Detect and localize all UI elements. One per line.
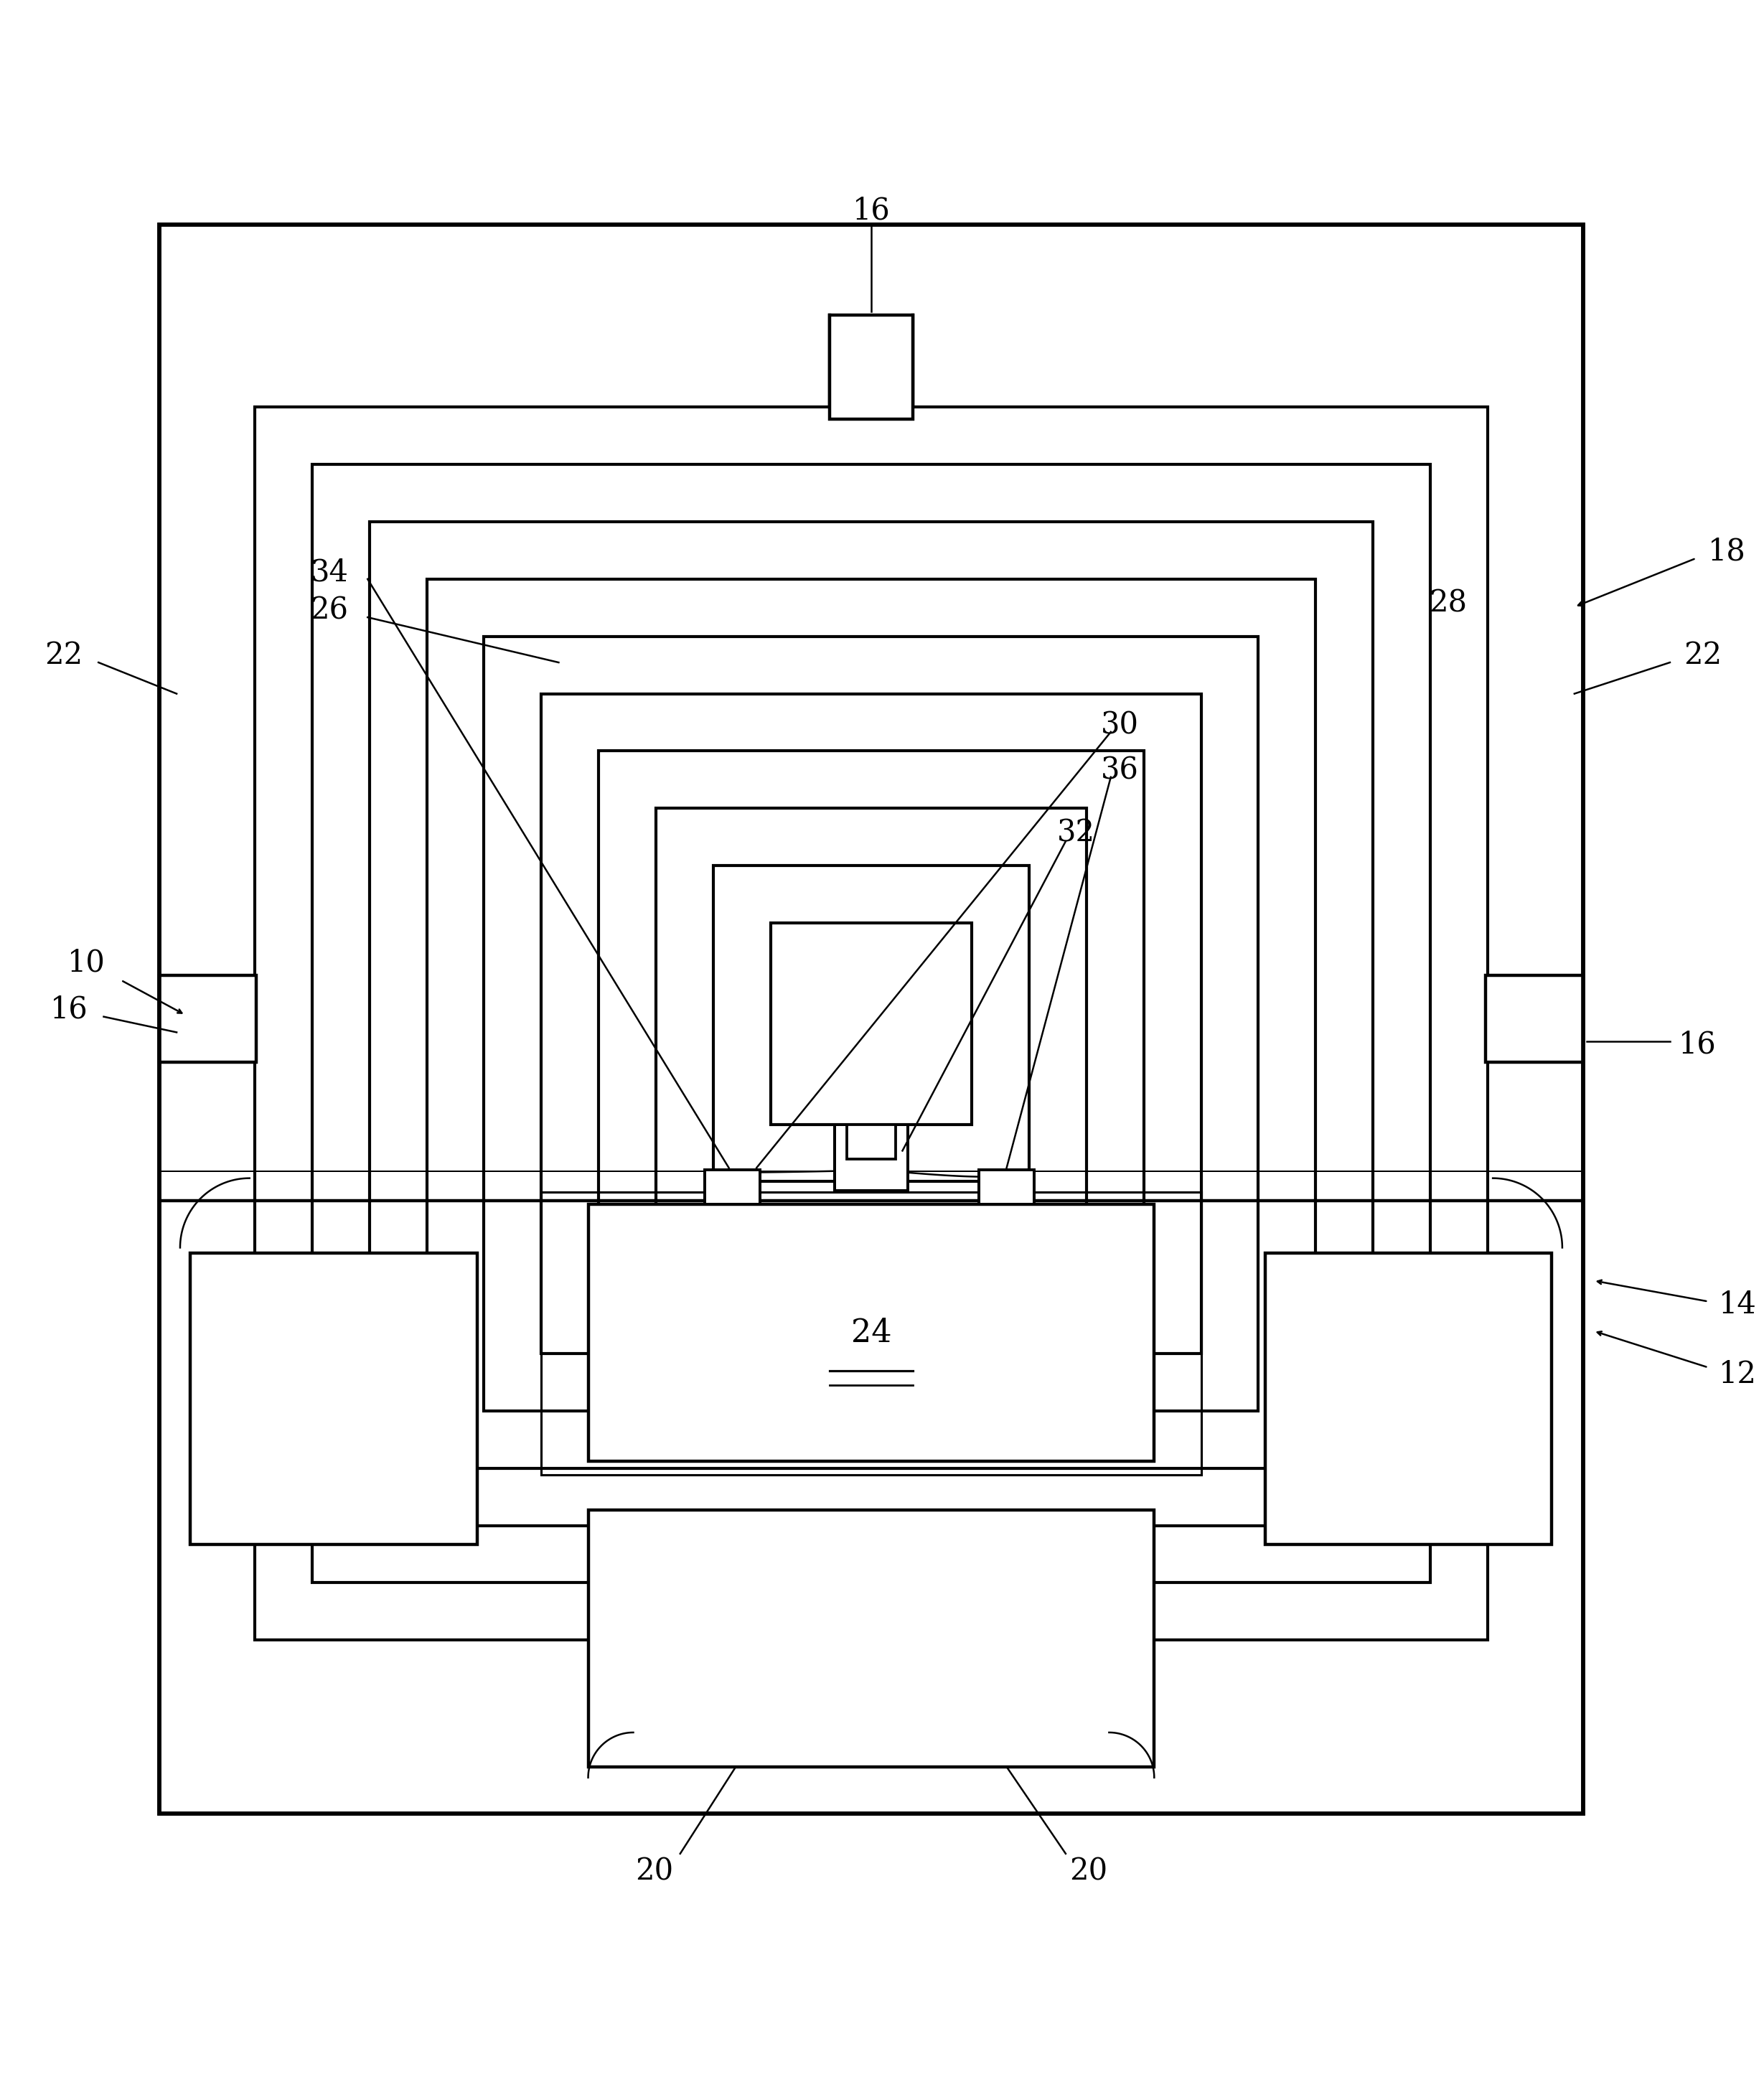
Bar (159, 225, 1582, 1813)
Bar (1485, 974, 1582, 1062)
Bar (587, 1509, 1154, 1768)
Text: 14: 14 (1718, 1291, 1757, 1320)
Bar (542, 693, 1201, 1353)
Text: 22: 22 (1685, 641, 1722, 670)
Bar (159, 974, 256, 1062)
Bar (1265, 1253, 1552, 1545)
Text: 26: 26 (310, 595, 349, 625)
Text: 20: 20 (1069, 1855, 1108, 1886)
Text: 20: 20 (635, 1855, 674, 1886)
Text: 16: 16 (852, 196, 891, 227)
Bar (191, 1253, 476, 1545)
Bar (483, 637, 1258, 1412)
Bar (587, 1203, 1154, 1462)
Text: 10: 10 (67, 947, 106, 979)
Text: 28: 28 (1429, 589, 1466, 618)
Bar (542, 1193, 1201, 1476)
Text: 24: 24 (850, 1318, 891, 1349)
Bar (979, 1170, 1034, 1203)
Text: 22: 22 (44, 641, 83, 670)
Bar (159, 225, 1582, 1813)
Text: 36: 36 (1101, 756, 1138, 785)
Bar (369, 523, 1372, 1526)
Bar (713, 866, 1028, 1183)
Bar (312, 464, 1431, 1582)
Text: 18: 18 (1708, 537, 1746, 566)
Text: 32: 32 (1057, 818, 1095, 847)
Bar (427, 579, 1316, 1468)
Bar (834, 1124, 908, 1191)
Bar (704, 1170, 760, 1203)
Text: 12: 12 (1718, 1360, 1757, 1389)
Bar (254, 408, 1487, 1641)
Bar (829, 314, 912, 418)
Text: 16: 16 (49, 995, 88, 1024)
Bar (598, 752, 1143, 1297)
Text: 34: 34 (310, 558, 349, 587)
Text: 16: 16 (1679, 1029, 1716, 1060)
Bar (656, 808, 1087, 1239)
Bar (847, 1124, 896, 1160)
Text: 30: 30 (1101, 710, 1138, 739)
Bar (771, 922, 972, 1124)
